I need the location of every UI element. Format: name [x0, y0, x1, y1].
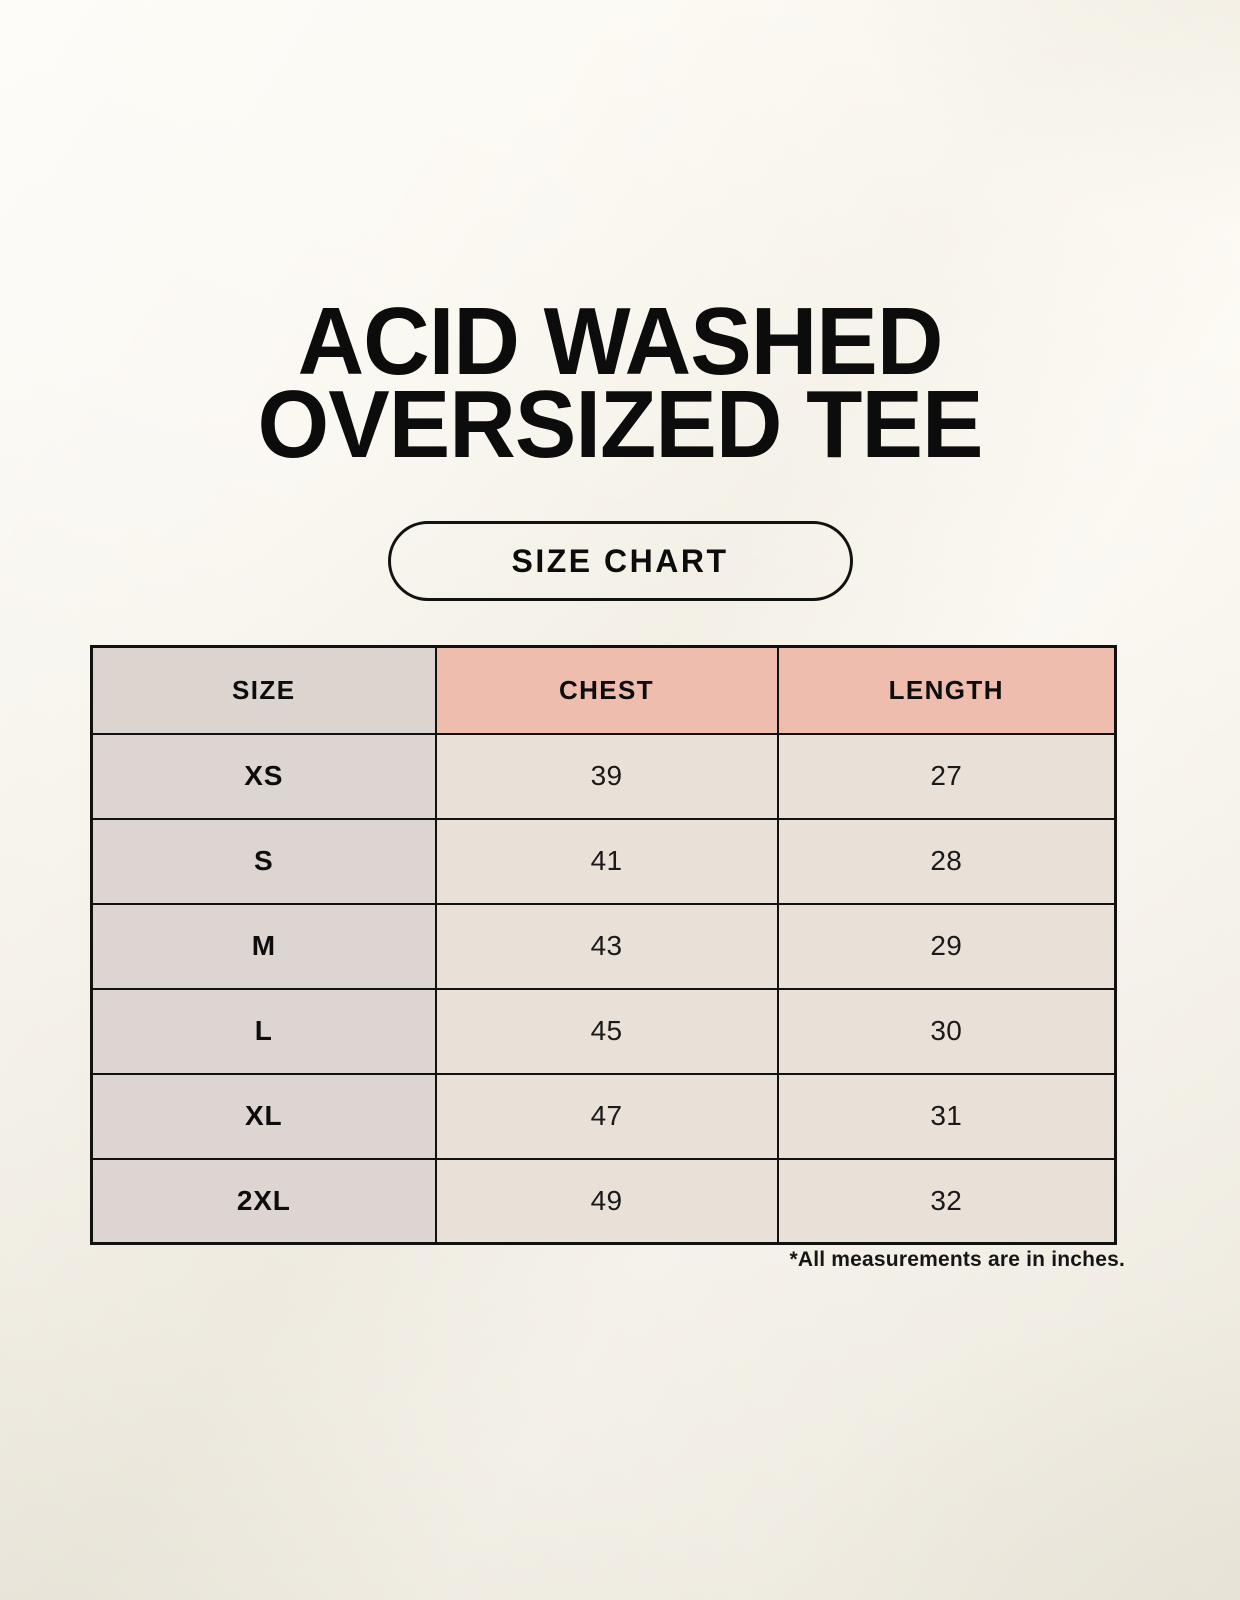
cell-chest: 49 [434, 1157, 779, 1245]
cell-chest-value: 45 [590, 1015, 623, 1046]
cell-chest-value: 49 [590, 1184, 623, 1216]
cell-size: L [90, 987, 437, 1075]
table-row: XL 47 31 [90, 1072, 1117, 1160]
cell-length-value: 27 [930, 760, 963, 791]
cell-size: S [90, 817, 437, 905]
measurement-units-footnote: *All measurements are in inches. [789, 1248, 1125, 1271]
cell-length: 31 [776, 1072, 1117, 1160]
cell-chest: 39 [434, 732, 779, 820]
column-header-chest-label: CHEST [558, 674, 655, 705]
size-chart-badge-wrap: SIZE CHART [0, 521, 1240, 601]
size-chart-badge: SIZE CHART [387, 521, 853, 601]
cell-length-value: 32 [930, 1184, 963, 1216]
cell-chest: 47 [434, 1072, 779, 1160]
cell-size: XL [90, 1072, 437, 1160]
column-header-chest: CHEST [434, 645, 779, 735]
size-chart-badge-label: SIZE CHART [511, 542, 729, 579]
cell-length-value: 28 [930, 845, 963, 876]
column-header-length-label: LENGTH [888, 674, 1004, 705]
title-line-2: OVERSIZED TEE [257, 371, 984, 478]
cell-size: M [90, 902, 437, 990]
page-title: ACID WASHED OVERSIZED TEE [0, 294, 1240, 478]
table-row: M 43 29 [90, 902, 1117, 990]
size-table-body: XS 39 27 S 41 [90, 732, 1117, 1245]
cell-chest: 41 [434, 817, 779, 905]
cell-size: 2XL [90, 1157, 437, 1245]
cell-size-label: M [251, 930, 276, 961]
cell-size-label: S [254, 845, 274, 876]
cell-chest-value: 39 [590, 760, 623, 791]
cell-size-label: XS [244, 760, 284, 791]
table-row: XS 39 27 [90, 732, 1117, 820]
cell-length: 30 [776, 987, 1117, 1075]
cell-length: 32 [776, 1157, 1117, 1245]
cell-size-label: L [254, 1015, 273, 1046]
table-row: L 45 30 [90, 987, 1117, 1075]
cell-chest-value: 41 [590, 845, 623, 876]
cell-size-label: XL [245, 1100, 283, 1131]
cell-length-value: 29 [930, 930, 963, 961]
cell-chest: 45 [434, 987, 779, 1075]
cell-size: XS [90, 732, 437, 820]
size-table: SIZE CHEST LENGTH XS 39 [90, 645, 1117, 1245]
cell-length: 28 [776, 817, 1117, 905]
cell-length: 29 [776, 902, 1117, 990]
table-row: 2XL 49 32 [90, 1157, 1117, 1245]
table-header-row: SIZE CHEST LENGTH [90, 645, 1117, 735]
size-table-wrap: SIZE CHEST LENGTH XS 39 [90, 645, 1117, 1245]
cell-length-value: 31 [930, 1100, 963, 1131]
cell-size-label: 2XL [236, 1184, 291, 1216]
cell-length-value: 30 [930, 1015, 963, 1046]
column-header-size: SIZE [90, 645, 437, 735]
cell-length: 27 [776, 732, 1117, 820]
column-header-length: LENGTH [776, 645, 1117, 735]
size-table-head: SIZE CHEST LENGTH [90, 645, 1117, 735]
cell-chest: 43 [434, 902, 779, 990]
column-header-size-label: SIZE [232, 674, 296, 705]
cell-chest-value: 47 [590, 1100, 623, 1131]
table-row: S 41 28 [90, 817, 1117, 905]
cell-chest-value: 43 [590, 930, 623, 961]
